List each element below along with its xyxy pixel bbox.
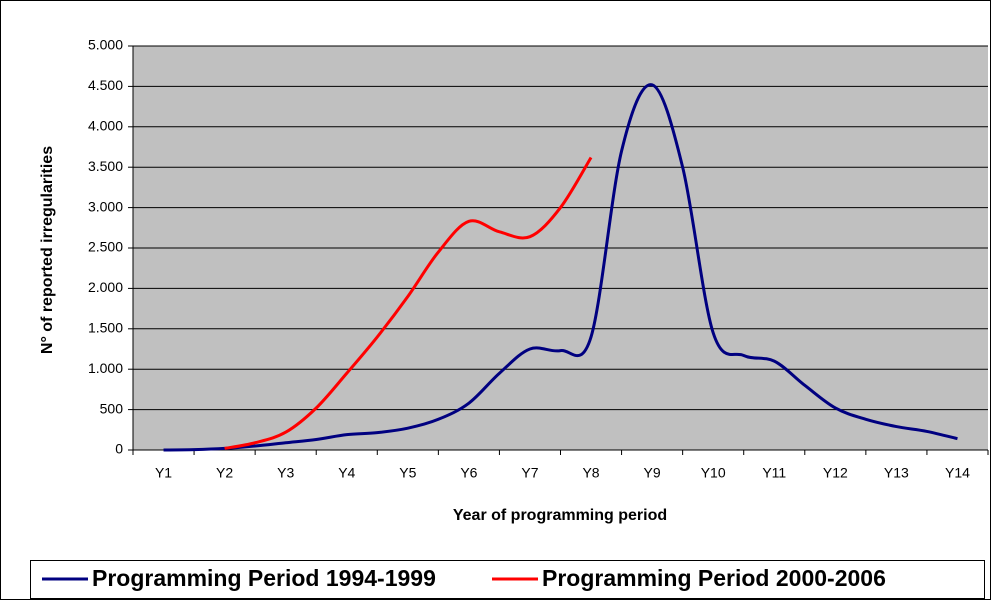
y-tick-label: 5.000	[88, 37, 123, 53]
y-tick-label: 4.500	[88, 77, 123, 93]
y-tick-label: 2.500	[88, 239, 123, 255]
legend-label: Programming Period 2000-2006	[542, 565, 886, 591]
x-tick-label: Y2	[216, 465, 233, 481]
series-line	[163, 83, 958, 452]
x-tick-label: Y10	[701, 465, 726, 481]
y-tick-label: 4.000	[88, 118, 123, 134]
y-tick-label: 500	[100, 400, 124, 416]
y-tick-label: 3.000	[88, 198, 123, 214]
plot-area	[128, 45, 989, 455]
y-tick-label: 1.500	[88, 320, 123, 336]
x-tick-label: Y7	[521, 465, 538, 481]
x-tick-label: Y5	[399, 465, 416, 481]
x-tick-label: Y12	[823, 465, 848, 481]
x-tick-label: Y6	[460, 465, 477, 481]
series-line	[224, 156, 593, 450]
x-tick-label: Y9	[644, 465, 661, 481]
x-tick-label: Y1	[155, 465, 172, 481]
x-tick-label: Y14	[945, 465, 970, 481]
y-tick-label: 2.000	[88, 279, 123, 295]
x-axis-title: Year of programming period	[453, 507, 667, 524]
y-tick-label: 1.000	[88, 360, 123, 376]
x-tick-label: Y8	[582, 465, 599, 481]
x-tick-label: Y3	[277, 465, 294, 481]
y-axis-title: N° of reported irregularities	[39, 146, 56, 354]
legend-label: Programming Period 1994-1999	[92, 565, 436, 591]
y-tick-label: 3.500	[88, 158, 123, 174]
x-tick-label: Y4	[338, 465, 355, 481]
x-tick-label: Y13	[884, 465, 909, 481]
y-tick-label: 0	[115, 441, 123, 457]
legend: Programming Period 1994-1999 Programming …	[42, 565, 886, 591]
x-tick-label: Y11	[762, 465, 786, 481]
